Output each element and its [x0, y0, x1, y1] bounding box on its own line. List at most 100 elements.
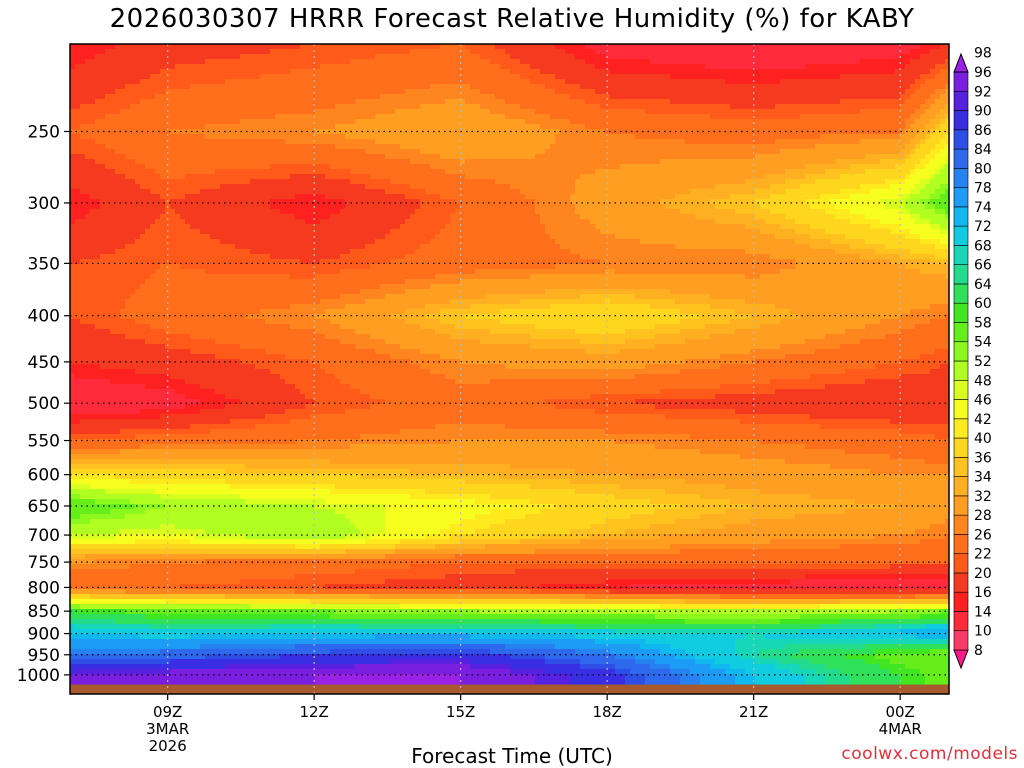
- rh-cell: [530, 89, 536, 95]
- rh-cell: [385, 79, 391, 85]
- rh-cell: [460, 64, 466, 70]
- rh-cell: [365, 89, 371, 95]
- rh-cell: [460, 74, 466, 80]
- rh-cell: [590, 154, 596, 160]
- rh-cell: [300, 69, 306, 75]
- rh-cell: [800, 124, 806, 130]
- rh-cell: [460, 124, 466, 130]
- rh-cell: [440, 104, 446, 110]
- rh-cell: [150, 89, 156, 95]
- rh-cell: [890, 49, 896, 55]
- rh-cell: [790, 119, 796, 125]
- rh-cell: [300, 179, 306, 185]
- rh-cell: [485, 99, 491, 105]
- rh-cell: [335, 184, 341, 190]
- rh-cell: [175, 54, 181, 60]
- rh-cell: [745, 89, 751, 95]
- rh-cell: [745, 44, 751, 50]
- rh-cell: [550, 64, 556, 70]
- rh-cell: [105, 79, 111, 85]
- rh-cell: [130, 164, 136, 170]
- rh-cell: [435, 104, 441, 110]
- rh-cell: [640, 159, 646, 165]
- rh-cell: [460, 114, 466, 120]
- rh-cell: [675, 179, 681, 185]
- rh-cell: [500, 134, 506, 140]
- rh-cell: [410, 104, 416, 110]
- rh-cell: [400, 69, 406, 75]
- rh-cell: [715, 109, 721, 115]
- rh-cell: [390, 49, 396, 55]
- rh-cell: [910, 134, 916, 140]
- rh-cell: [635, 174, 641, 180]
- rh-cell: [240, 129, 246, 135]
- rh-cell: [360, 109, 366, 115]
- rh-cell: [595, 94, 601, 100]
- rh-cell: [390, 174, 396, 180]
- rh-cell: [830, 44, 836, 50]
- rh-cell: [575, 144, 581, 150]
- rh-cell: [740, 44, 746, 50]
- rh-cell: [530, 139, 536, 145]
- rh-cell: [690, 154, 696, 160]
- rh-cell: [350, 64, 356, 70]
- rh-cell: [300, 159, 306, 165]
- rh-cell: [640, 169, 646, 175]
- rh-cell: [545, 49, 551, 55]
- rh-cell: [170, 129, 176, 135]
- rh-cell: [225, 69, 231, 75]
- rh-cell: [555, 154, 561, 160]
- rh-cell: [405, 69, 411, 75]
- rh-cell: [75, 54, 81, 60]
- rh-cell: [535, 84, 541, 90]
- rh-cell: [255, 119, 261, 125]
- rh-cell: [630, 99, 636, 105]
- rh-cell: [670, 109, 676, 115]
- rh-cell: [870, 109, 876, 115]
- rh-cell: [415, 44, 421, 50]
- rh-cell: [485, 74, 491, 80]
- rh-cell: [520, 69, 526, 75]
- rh-cell: [790, 69, 796, 75]
- rh-cell: [870, 99, 876, 105]
- rh-cell: [660, 79, 666, 85]
- rh-cell: [515, 139, 521, 145]
- rh-cell: [795, 94, 801, 100]
- rh-cell: [165, 159, 171, 165]
- rh-cell: [930, 159, 936, 165]
- rh-cell: [115, 64, 121, 70]
- rh-cell: [400, 54, 406, 60]
- rh-cell: [125, 134, 131, 140]
- rh-cell: [745, 49, 751, 55]
- rh-cell: [905, 164, 911, 170]
- rh-cell: [785, 124, 791, 130]
- rh-cell: [440, 134, 446, 140]
- rh-cell: [370, 79, 376, 85]
- rh-cell: [795, 84, 801, 90]
- rh-cell: [115, 119, 121, 125]
- rh-cell: [735, 69, 741, 75]
- rh-cell: [760, 179, 766, 185]
- rh-cell: [725, 174, 731, 180]
- rh-cell: [755, 124, 761, 130]
- rh-cell: [515, 174, 521, 180]
- rh-cell: [820, 54, 826, 60]
- rh-cell: [880, 84, 886, 90]
- rh-cell: [810, 79, 816, 85]
- rh-cell: [565, 164, 571, 170]
- rh-cell: [900, 84, 906, 90]
- rh-cell: [160, 154, 166, 160]
- rh-cell: [685, 164, 691, 170]
- rh-cell: [180, 64, 186, 70]
- rh-cell: [785, 109, 791, 115]
- rh-cell: [500, 89, 506, 95]
- rh-cell: [520, 144, 526, 150]
- rh-cell: [265, 184, 271, 190]
- rh-cell: [805, 104, 811, 110]
- rh-cell: [560, 169, 566, 175]
- rh-cell: [855, 59, 861, 65]
- rh-cell: [710, 129, 716, 135]
- rh-cell: [715, 44, 721, 50]
- rh-cell: [445, 149, 451, 155]
- rh-cell: [225, 89, 231, 95]
